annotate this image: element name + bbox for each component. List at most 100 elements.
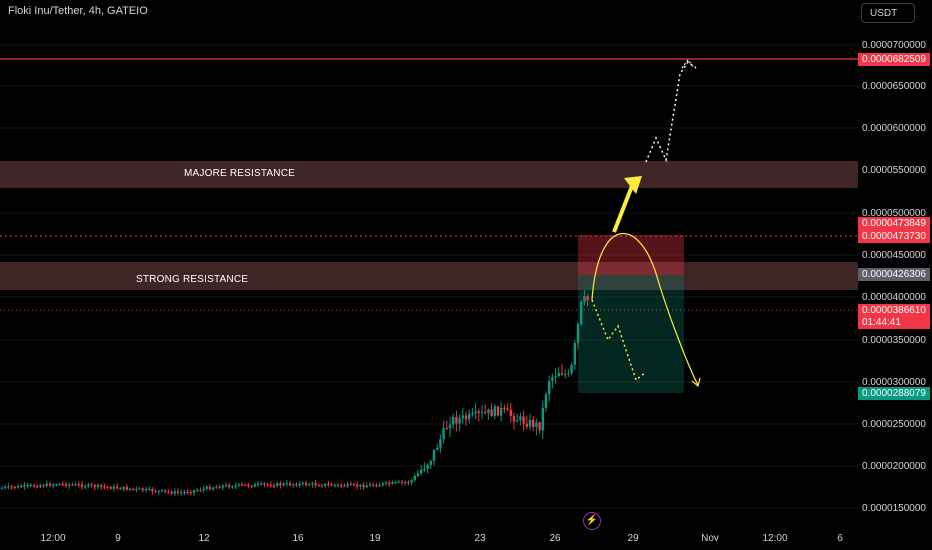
candle-body	[112, 486, 116, 489]
candle-body	[349, 484, 352, 486]
candle-body	[45, 483, 48, 486]
candle-body	[196, 490, 199, 492]
candle-body	[237, 484, 240, 486]
candle-body	[125, 487, 128, 490]
candle-body	[16, 486, 20, 488]
candle-body	[247, 484, 250, 487]
candle-body	[279, 483, 282, 486]
candle-body	[308, 484, 311, 486]
candle-body	[128, 488, 132, 490]
candle-body	[455, 416, 458, 424]
candle-body	[410, 480, 413, 483]
candle-body	[330, 484, 333, 486]
candle-body	[343, 485, 346, 487]
candle-body	[154, 491, 157, 493]
bullish-path-head	[681, 59, 695, 69]
price-axis[interactable]: 0.0000700000 0.0000650000 0.0000600000 0…	[858, 0, 932, 550]
y-tick: 0.0000600000	[862, 123, 926, 134]
candle-body	[135, 488, 138, 490]
candle-body	[205, 486, 208, 489]
candle-body	[375, 485, 378, 487]
candle-body	[362, 484, 365, 488]
candle-body	[346, 484, 349, 486]
candle-body	[320, 485, 324, 487]
candle-body	[256, 483, 260, 485]
candle-body	[132, 488, 135, 490]
candle-body	[352, 484, 356, 486]
candle-body	[212, 487, 215, 490]
candle-body	[23, 485, 26, 487]
stop-zone-box[interactable]	[578, 235, 684, 275]
candle-body	[116, 486, 119, 489]
candle-body	[487, 409, 490, 413]
candle-body	[90, 484, 93, 486]
candle-body	[64, 483, 68, 486]
candle-body	[186, 491, 189, 493]
candle-body	[164, 490, 167, 492]
candle-body	[493, 406, 496, 416]
candle-body	[496, 406, 500, 416]
y-tick: 0.0000300000	[862, 377, 926, 388]
candle-body	[0, 487, 4, 489]
candle-body	[208, 486, 212, 490]
candle-body	[103, 486, 106, 488]
candle-body	[20, 486, 23, 488]
candle-body	[199, 490, 202, 492]
bolt-icon[interactable]: ⚡	[583, 512, 601, 530]
candle-body	[311, 483, 314, 485]
major-resistance-zone	[0, 161, 858, 188]
candle-body	[586, 295, 589, 301]
candle-body	[394, 482, 397, 484]
candle-body	[141, 488, 144, 491]
candle-body	[7, 486, 10, 488]
candle-body	[176, 491, 180, 493]
candle-body	[202, 488, 205, 491]
candle-body	[266, 484, 269, 486]
candle-body	[567, 373, 570, 375]
candle-body	[285, 483, 288, 485]
candle-body	[423, 468, 426, 470]
candle-body	[333, 485, 336, 487]
breakout-arrow	[612, 185, 634, 233]
candle-body	[439, 439, 442, 448]
candle-body	[576, 324, 580, 343]
target-zone-box[interactable]	[578, 275, 684, 393]
candle-body	[192, 490, 196, 493]
candle-body	[368, 484, 372, 486]
candle-body	[429, 460, 432, 465]
candle-body	[157, 490, 160, 492]
candles	[0, 290, 589, 497]
countdown-tag: 01:44:41	[858, 316, 930, 329]
candle-body	[189, 492, 192, 494]
candle-body	[544, 394, 548, 409]
x-tick: 16	[292, 533, 304, 544]
candle-body	[420, 469, 423, 474]
candle-body	[263, 483, 266, 485]
candle-body	[77, 484, 80, 486]
x-tick: 19	[369, 533, 381, 544]
candle-body	[551, 376, 554, 382]
candle-body	[519, 416, 522, 421]
stop-price-tag: 0.0000288079	[858, 387, 930, 400]
candle-body	[461, 415, 464, 419]
candle-body	[260, 483, 263, 485]
candle-body	[276, 483, 279, 486]
candle-body	[525, 423, 528, 427]
candle-body	[231, 486, 234, 488]
candle-body	[471, 413, 474, 415]
candle-body	[407, 482, 410, 484]
candle-body	[583, 295, 586, 302]
candle-body	[80, 484, 84, 487]
candle-body	[541, 408, 544, 431]
candle-body	[426, 464, 429, 469]
candle-body	[480, 412, 484, 414]
candle-body	[288, 483, 292, 486]
y-tick: 0.0000700000	[862, 40, 926, 51]
major-resistance-label: MAJORE RESISTANCE	[184, 168, 296, 179]
candle-body	[327, 484, 330, 486]
y-tick: 0.0000650000	[862, 81, 926, 92]
candle-body	[388, 482, 391, 484]
currency-selector[interactable]: USDT	[861, 3, 915, 23]
candle-body	[48, 483, 52, 486]
